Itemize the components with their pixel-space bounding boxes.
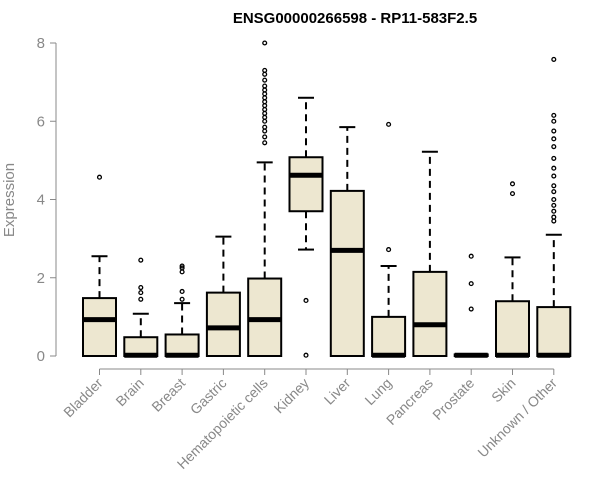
outlier-point: [551, 189, 557, 195]
outlier-point: [551, 218, 557, 224]
box-body: [205, 291, 241, 357]
outlier-point: [138, 296, 144, 302]
outlier-point: [179, 296, 185, 302]
outlier-point: [262, 103, 268, 109]
outlier-point: [551, 128, 557, 134]
box-body: [495, 300, 530, 358]
y-tick-label: 6: [37, 113, 45, 130]
outlier-point: [262, 95, 268, 101]
outlier-point: [262, 140, 268, 146]
outlier-point: [509, 181, 516, 187]
box-body: [536, 306, 572, 357]
box-4: [205, 235, 241, 357]
outlier-point: [551, 112, 557, 118]
outlier-point: [551, 202, 557, 208]
box-10: [453, 253, 489, 358]
outlier-point: [262, 99, 268, 105]
outlier-point: [179, 263, 185, 269]
box-body: [82, 297, 117, 357]
outlier-point: [551, 214, 557, 220]
outlier-point: [386, 247, 392, 253]
outlier-point: [551, 136, 557, 142]
y-tick-label: 8: [37, 35, 45, 52]
outlier-point: [303, 297, 309, 303]
box-7: [329, 126, 365, 357]
outlier-point: [551, 196, 557, 203]
outlier-point: [551, 173, 557, 179]
box-2: [123, 257, 159, 358]
chart-title: ENSG00000266598 - RP11-583F2.5: [233, 10, 477, 27]
x-tick-label: Kidney: [271, 375, 313, 417]
outlier-point: [262, 110, 268, 116]
box-8: [371, 121, 407, 358]
box-3: [164, 263, 200, 358]
outlier-point: [262, 118, 268, 124]
outlier-point: [303, 352, 309, 358]
outlier-point: [138, 290, 144, 296]
outlier-point: [262, 83, 268, 89]
outlier-point: [179, 288, 185, 294]
y-tick-label: 2: [37, 270, 45, 287]
x-tick-label: Skin: [488, 375, 519, 406]
outlier-point: [262, 128, 268, 134]
box-11: [495, 181, 530, 358]
outlier-point: [551, 144, 557, 150]
box-body: [412, 270, 448, 358]
outlier-point: [551, 208, 557, 214]
outlier-point: [551, 118, 557, 124]
outlier-point: [386, 121, 392, 127]
outlier-point: [262, 114, 268, 120]
y-axis: 0 2 4 6 8: [37, 35, 57, 365]
outlier-point: [262, 77, 268, 83]
outlier-point: [509, 191, 516, 197]
outlier-point: [551, 155, 557, 161]
box-12: [536, 56, 572, 358]
outlier-point: [468, 306, 474, 312]
outlier-point: [262, 67, 268, 73]
x-tick-label: Liver: [321, 375, 354, 408]
outlier-point: [551, 165, 557, 171]
y-tick-label: 4: [37, 192, 45, 209]
x-tick-label: Lung: [361, 375, 394, 408]
x-tick-label: Prostate: [429, 375, 477, 423]
outlier-point: [551, 183, 557, 189]
outlier-point: [96, 174, 103, 180]
box-body: [371, 315, 407, 357]
x-tick-label: Breast: [148, 375, 188, 415]
box-body: [329, 189, 365, 357]
outlier-point: [138, 284, 144, 291]
outlier-point: [262, 91, 268, 97]
x-tick-label: Bladder: [60, 375, 106, 421]
box-body: [288, 156, 324, 213]
outlier-point: [262, 124, 268, 130]
y-axis-label: Expression: [1, 163, 18, 237]
box-1: [82, 174, 117, 357]
y-tick-label: 0: [37, 348, 45, 365]
boxes: [82, 40, 572, 358]
outlier-point: [179, 269, 185, 275]
x-tick-label: Brain: [112, 375, 146, 409]
outlier-point: [468, 281, 474, 287]
outlier-point: [262, 134, 268, 140]
outlier-point: [262, 87, 268, 93]
outlier-point: [262, 71, 268, 77]
outlier-point: [138, 257, 144, 263]
box-6: [288, 96, 324, 358]
outlier-point: [262, 40, 268, 46]
outlier-point: [468, 253, 474, 259]
outlier-point: [551, 56, 557, 62]
outlier-point: [262, 106, 268, 113]
box-9: [412, 150, 448, 358]
outlier-point: [179, 265, 185, 271]
box-5: [247, 40, 283, 357]
